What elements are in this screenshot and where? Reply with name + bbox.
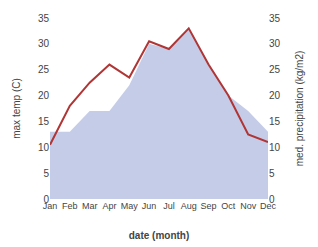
- svg-text:date (month): date (month): [129, 230, 190, 241]
- svg-text:20: 20: [269, 90, 281, 101]
- svg-text:20: 20: [38, 90, 50, 101]
- svg-text:med. precipitation (kg/m2): med. precipitation (kg/m2): [294, 51, 305, 167]
- svg-text:Feb: Feb: [62, 201, 78, 211]
- svg-text:Jan: Jan: [43, 201, 58, 211]
- svg-text:10: 10: [269, 142, 281, 153]
- svg-text:35: 35: [38, 13, 50, 24]
- svg-text:Jun: Jun: [142, 201, 157, 211]
- svg-text:Mar: Mar: [82, 201, 98, 211]
- svg-text:15: 15: [269, 116, 281, 127]
- svg-text:May: May: [121, 201, 139, 211]
- svg-text:Aug: Aug: [181, 201, 197, 211]
- svg-text:15: 15: [38, 116, 50, 127]
- svg-text:Sep: Sep: [201, 201, 217, 211]
- svg-text:5: 5: [269, 168, 275, 179]
- svg-text:25: 25: [38, 64, 50, 75]
- svg-text:Apr: Apr: [102, 201, 116, 211]
- svg-text:35: 35: [269, 13, 281, 24]
- svg-text:5: 5: [43, 168, 49, 179]
- svg-text:30: 30: [38, 38, 50, 49]
- svg-text:Dec: Dec: [260, 201, 277, 211]
- svg-text:0: 0: [43, 194, 49, 205]
- svg-text:0: 0: [269, 194, 275, 205]
- svg-text:max temp (C): max temp (C): [11, 78, 22, 139]
- svg-text:Jul: Jul: [163, 201, 175, 211]
- svg-text:Nov: Nov: [240, 201, 257, 211]
- svg-text:Oct: Oct: [221, 201, 236, 211]
- svg-text:10: 10: [38, 142, 50, 153]
- svg-text:25: 25: [269, 64, 281, 75]
- svg-text:30: 30: [269, 38, 281, 49]
